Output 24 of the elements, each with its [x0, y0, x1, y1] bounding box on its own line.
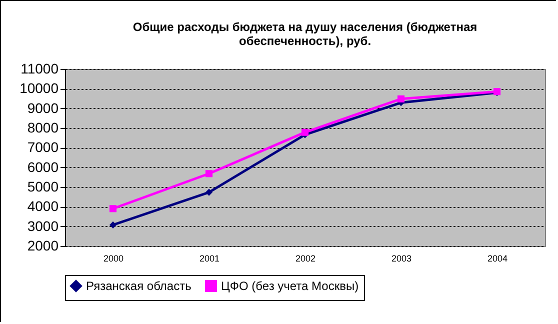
- y-tick-label: 3000: [27, 218, 59, 234]
- x-tick-label: 2002: [295, 254, 316, 264]
- y-tick-label: 7000: [27, 139, 59, 156]
- x-tick-label: 2000: [103, 254, 124, 264]
- point: [205, 170, 213, 178]
- y-tick-label: 8000: [27, 120, 59, 136]
- y-tick-label: 10000: [20, 80, 59, 96]
- y-tick-label: 4000: [27, 198, 59, 214]
- x-tick-label: 2004: [487, 254, 508, 264]
- legend-label: Рязанская область: [86, 279, 192, 293]
- point: [109, 221, 117, 228]
- point: [301, 128, 309, 136]
- y-tick-label: 6000: [27, 158, 59, 175]
- x-tick-label: 2001: [199, 254, 220, 264]
- y-tick-label: 9000: [27, 100, 59, 116]
- y-tick-label: 5000: [27, 178, 59, 194]
- x-tick-label: 2003: [391, 254, 412, 264]
- chart-title: Общие расходы бюджета на душу населения (бюджетная обеспеченность), руб.: [132, 20, 478, 48]
- point: [205, 188, 213, 196]
- point: [397, 95, 405, 102]
- y-tick-label: 2000: [27, 238, 59, 254]
- y-tick-label: 11000: [20, 60, 59, 76]
- point: [109, 205, 117, 212]
- legend-label: ЦФО (без учета Москвы): [221, 279, 359, 293]
